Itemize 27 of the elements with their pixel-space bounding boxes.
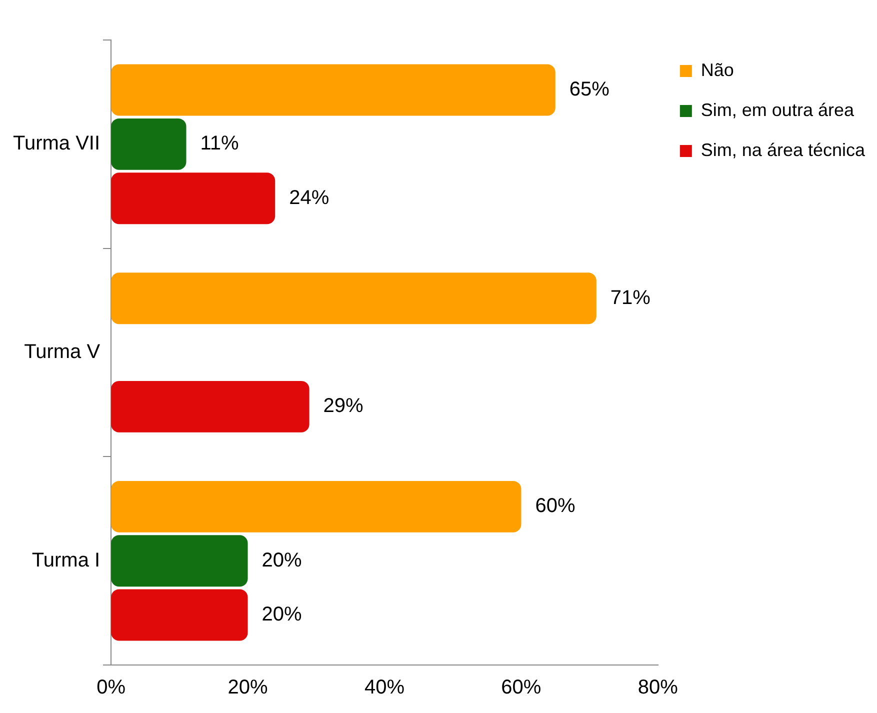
y-tick-label: Turma V [24,341,101,364]
legend-label: Não [700,60,734,80]
x-tick-label: 60% [501,676,542,699]
legend-label: Sim, em outra área [700,100,855,120]
data-label: 20% [262,604,302,626]
data-label: 29% [323,395,364,418]
bar [111,480,522,532]
y-tick-label: Turma I [32,549,100,572]
data-label: 71% [610,286,651,309]
data-label: 20% [262,549,302,572]
data-label: 11% [200,132,240,155]
bar [111,380,310,432]
bar [111,535,248,587]
x-tick-label: 0% [96,676,126,699]
y-tick-label: Turma VII [12,132,100,155]
data-label: 60% [535,495,576,518]
bar [111,64,556,116]
x-tick-label: 80% [638,676,678,699]
bar [111,172,276,224]
x-tick-label: 20% [228,676,268,699]
bar [111,118,186,170]
bar [111,272,596,324]
legend-label: Sim, na área técnica [700,140,866,160]
bar [111,589,248,641]
data-label: 24% [289,186,330,209]
x-tick-label: 40% [364,676,405,699]
data-label: 65% [569,78,610,101]
